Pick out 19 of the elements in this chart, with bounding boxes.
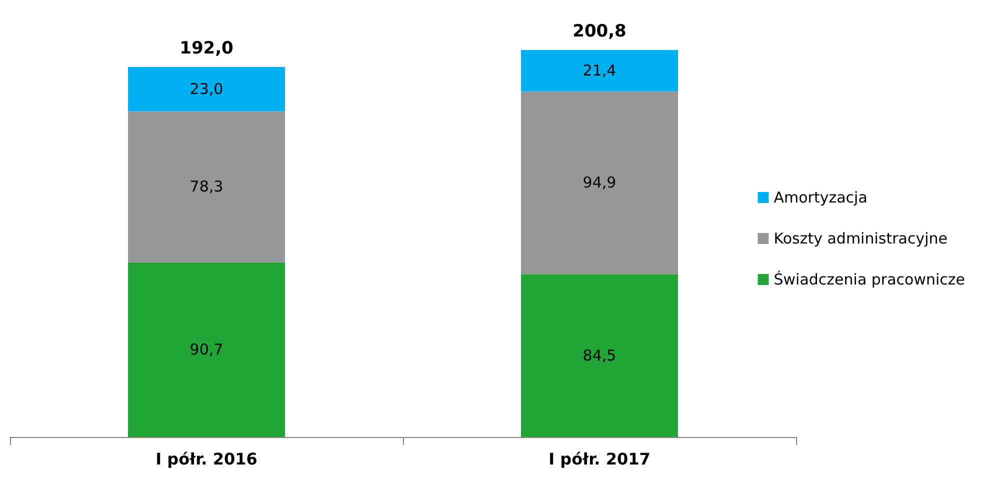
data-label: 78,3 [190, 178, 224, 196]
bar [128, 111, 285, 262]
total-label: 192,0 [180, 38, 234, 58]
bar [521, 50, 678, 92]
legend-label: Amortyzacja [774, 188, 868, 206]
legend-label: Świadczenia pracownicze [774, 270, 965, 288]
bar [521, 274, 678, 437]
data-label: 84,5 [582, 346, 616, 365]
data-label: 90,7 [190, 340, 224, 359]
bar [128, 262, 285, 437]
total-label: 200,8 [572, 22, 626, 42]
x-tick-label: I półr. 2017 [548, 450, 650, 468]
data-label: 23,0 [190, 80, 224, 98]
bar [521, 91, 678, 274]
data-label: 94,9 [582, 174, 616, 192]
legend-label: Koszty administracyjne [774, 230, 948, 248]
x-tick-label: I półr. 2016 [156, 450, 258, 468]
bar [128, 66, 285, 112]
data-label: 21,4 [582, 62, 616, 80]
